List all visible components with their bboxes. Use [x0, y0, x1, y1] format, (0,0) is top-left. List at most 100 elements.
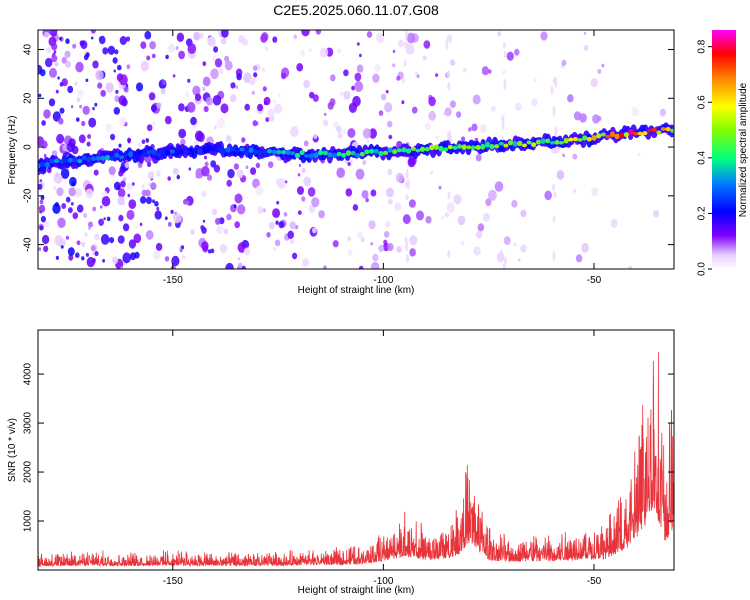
spectrogram-noise-cell — [117, 64, 122, 71]
snr-y-axis-label: SNR (10 * v/v) — [7, 418, 18, 482]
spectrogram-noise-cell — [401, 100, 405, 105]
spectrogram-noise-cell — [370, 189, 377, 197]
spectrogram-noise-cell — [315, 30, 322, 35]
spectrogram-noise-cell — [269, 221, 275, 230]
spectrogram-noise-cell — [82, 105, 90, 115]
spectrogram-noise-cell — [303, 79, 310, 89]
spectrogram-noise-cell — [284, 180, 288, 184]
spectrogram-noise-cell — [447, 191, 451, 200]
spectrogram-noise-cell — [428, 96, 436, 107]
spectrogram-noise-cell — [90, 30, 96, 34]
spectrogram-noise-cell — [70, 202, 74, 206]
spectrogram-noise-cell — [332, 240, 339, 248]
spectrogram-noise-cell — [424, 122, 432, 131]
spectrogram-noise-cell — [210, 68, 219, 80]
spectrogram-ridge-cell — [220, 148, 226, 155]
spectrogram-noise-cell — [51, 42, 58, 51]
spectrogram-noise-cell — [38, 93, 42, 98]
spectrogram-ridge-cell — [322, 150, 328, 156]
spectrogram-noise-cell — [501, 115, 505, 122]
colorbar-ticks: 0.0 0.2 0.4 0.6 0.8 — [697, 39, 712, 276]
x-tick-label: -150 — [163, 576, 183, 587]
spectrogram-noise-cell — [552, 183, 555, 192]
spectrogram-ridge-cell — [183, 149, 189, 154]
spectrogram-noise-cell — [225, 135, 232, 143]
spectrogram-noise-cell — [450, 59, 456, 66]
spectrogram-noise-cell — [122, 252, 131, 264]
spectrogram-noise-cell — [123, 177, 127, 182]
spectrogram-noise-cell — [88, 117, 97, 128]
spectrogram-ridge-cell — [160, 149, 166, 156]
spectrogram-ridge-cell — [665, 126, 671, 132]
spectrogram-noise-cell — [152, 53, 156, 59]
spectrogram-noise-cell — [205, 96, 213, 106]
spectrogram-noise-cell — [154, 210, 162, 220]
spectrogram-noise-cell — [114, 49, 119, 55]
spectrogram-noise-cell — [362, 128, 372, 139]
spectrogram-noise-cell — [517, 258, 521, 262]
spectrogram-ridge-cell — [433, 144, 439, 150]
spectrogram-noise-cell — [60, 168, 70, 180]
spectrogram-ridge-cell — [345, 150, 351, 156]
snr-ticks: -150 -100 -50 1000 2000 3000 4000 — [23, 330, 674, 587]
spectrogram-noise-cell — [126, 209, 135, 220]
spectrogram-ridge-cell — [331, 152, 338, 158]
spectrogram-noise-cell — [75, 252, 80, 258]
spectrogram-noise-cell — [135, 82, 144, 92]
spectrogram-ridge-cell — [104, 154, 111, 161]
spectrogram-noise-cell — [150, 182, 157, 191]
spectrogram-noise-cell — [416, 74, 420, 79]
spectrogram-noise-cell — [207, 36, 216, 47]
spectrogram-noise-cell — [354, 81, 364, 92]
spectrogram-noise-cell — [355, 168, 365, 180]
spectrogram-noise-cell — [261, 32, 269, 42]
spectrogram-ridge-cell — [341, 152, 347, 158]
spectrogram-noise-cell — [312, 227, 317, 234]
spectrogram-noise-cell — [567, 94, 574, 103]
spectrogram-noise-cell — [359, 53, 362, 58]
spectrogram-noise-cell — [141, 184, 145, 189]
spectrogram-ridge-cell — [336, 151, 342, 157]
spectrogram-noise-cell — [272, 208, 281, 219]
spectrogram-noise-cell — [107, 45, 116, 55]
spectrogram-noise-cell — [471, 123, 478, 132]
spectrogram-noise-cell — [190, 116, 197, 126]
spectrogram-noise-cell — [211, 208, 218, 216]
spectrogram-noise-cell — [443, 112, 447, 116]
spectrogram-noise-cell — [303, 140, 309, 147]
spectrogram-noise-cell — [218, 68, 224, 75]
spectrogram-noise-cell — [118, 214, 124, 222]
colorbar: 0.0 0.2 0.4 0.6 0.8 Normalized spectral ampl… — [697, 30, 749, 276]
spectrogram-noise-cell — [313, 133, 318, 139]
spectrogram-noise-cell — [140, 41, 147, 49]
spectrogram-noise-cell — [502, 70, 506, 74]
spectrogram-noise-cell — [120, 266, 124, 269]
spectrogram-ridge-cell — [290, 151, 296, 156]
spectrogram-noise-cell — [117, 235, 125, 244]
spectrogram-noise-cell — [118, 95, 127, 106]
spectrogram-noise-cell — [220, 103, 229, 114]
spectrogram-noise-cell — [457, 215, 466, 226]
spectrogram-ridge-cell — [38, 163, 41, 169]
spectrogram-noise-cell — [90, 245, 96, 252]
spectrogram-noise-cell — [215, 217, 221, 225]
spectrogram-noise-cell — [236, 73, 242, 81]
spectrogram-noise-cell — [388, 134, 393, 140]
spectrogram-noise-cell — [102, 190, 108, 197]
spectrogram-noise-cell — [257, 206, 264, 215]
spectrogram-noise-cell — [98, 218, 104, 226]
spectrogram-ridge-cell — [192, 147, 199, 152]
spectrogram-noise-cell — [360, 237, 365, 243]
spectrogram-ridge-cell — [197, 148, 203, 155]
spectrogram-noise-cell — [267, 108, 275, 118]
spectrogram-noise-cell — [499, 249, 503, 261]
spectrogram-noise-cell — [347, 236, 352, 241]
spectrogram-ridge-cell — [443, 147, 449, 152]
spectrogram-noise-cell — [245, 165, 249, 169]
spectrogram-noise-cell — [430, 171, 434, 175]
spectrogram-noise-cell — [175, 46, 179, 50]
spectrogram-ridge-cell — [424, 147, 430, 152]
spectrogram-noise-cell — [327, 102, 334, 110]
spectrogram-noise-cell — [302, 258, 310, 267]
spectrogram-noise-cell — [56, 187, 64, 197]
